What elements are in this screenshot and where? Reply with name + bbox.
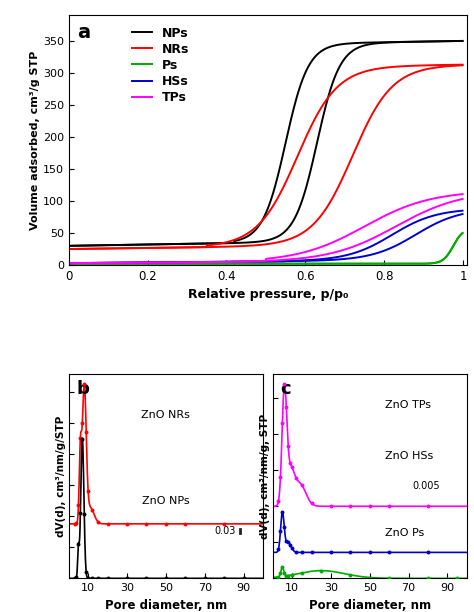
Point	[284, 537, 292, 547]
Point	[366, 501, 374, 511]
Point	[220, 573, 228, 583]
Point	[201, 573, 209, 583]
Point	[79, 434, 86, 444]
Point	[284, 441, 292, 451]
Point	[162, 519, 170, 529]
Point	[327, 548, 335, 558]
Y-axis label: dV(d), cm³/nm/g, STP: dV(d), cm³/nm/g, STP	[260, 414, 270, 539]
Point	[346, 570, 354, 580]
Point	[298, 480, 306, 490]
Point	[143, 519, 150, 529]
Point	[81, 509, 88, 519]
Point	[281, 568, 288, 578]
Point	[143, 573, 150, 583]
Point	[288, 570, 296, 580]
Point	[283, 571, 290, 581]
Point	[281, 379, 288, 389]
Point	[292, 473, 300, 483]
Point	[240, 573, 247, 583]
Point	[385, 501, 393, 511]
Point	[104, 573, 111, 583]
Point	[84, 486, 92, 496]
Legend: NPs, NRs, Ps, HSs, TPs: NPs, NRs, Ps, HSs, TPs	[127, 21, 194, 109]
Point	[284, 570, 292, 580]
Point	[220, 519, 228, 529]
Text: 0.005: 0.005	[412, 481, 440, 491]
Text: ZnO NPs: ZnO NPs	[142, 496, 190, 506]
Y-axis label: Volume adsorbed, cm³/g STP: Volume adsorbed, cm³/g STP	[30, 50, 40, 230]
Point	[385, 573, 393, 583]
Point	[94, 517, 101, 526]
Point	[123, 573, 131, 583]
Point	[308, 548, 315, 558]
Point	[277, 569, 284, 578]
Text: 0.03: 0.03	[214, 526, 236, 536]
Point	[77, 508, 84, 518]
Point	[79, 418, 86, 428]
Point	[288, 463, 296, 472]
Point	[279, 507, 286, 517]
Point	[275, 572, 283, 581]
Point	[288, 543, 296, 553]
Point	[454, 573, 461, 583]
Point	[275, 544, 283, 554]
Point	[277, 526, 284, 536]
Text: ZnO Ps: ZnO Ps	[385, 528, 425, 539]
Point	[279, 419, 286, 428]
Point	[283, 536, 290, 546]
Point	[424, 573, 432, 583]
Point	[275, 496, 283, 506]
Point	[385, 548, 393, 558]
Point	[73, 518, 80, 528]
Point	[162, 573, 170, 583]
Point	[308, 498, 315, 508]
Point	[71, 573, 78, 583]
Point	[88, 573, 96, 583]
Point	[82, 567, 90, 577]
Point	[279, 562, 286, 572]
Point	[77, 433, 84, 442]
Point	[346, 548, 354, 558]
Point	[286, 458, 294, 468]
Point	[292, 547, 300, 557]
Point	[82, 427, 90, 437]
Point	[88, 505, 96, 515]
Point	[424, 501, 432, 511]
Point	[327, 501, 335, 511]
Text: c: c	[281, 380, 291, 398]
Text: a: a	[77, 23, 90, 42]
Point	[73, 572, 80, 582]
Point	[94, 573, 101, 583]
Point	[182, 573, 189, 583]
Y-axis label: dV(d), cm³/nm/g/STP: dV(d), cm³/nm/g/STP	[56, 416, 66, 537]
Point	[283, 401, 290, 411]
Point	[424, 548, 432, 558]
X-axis label: Pore diameter, nm: Pore diameter, nm	[309, 599, 431, 612]
X-axis label: Pore diameter, nm: Pore diameter, nm	[105, 599, 227, 612]
Point	[346, 501, 354, 511]
X-axis label: Relative pressure, p/p₀: Relative pressure, p/p₀	[188, 288, 348, 302]
Point	[318, 565, 325, 575]
Text: b: b	[76, 380, 90, 398]
Point	[298, 548, 306, 558]
Text: ZnO HSs: ZnO HSs	[385, 451, 434, 461]
Point	[81, 379, 88, 389]
Point	[286, 540, 294, 550]
Point	[182, 519, 189, 529]
Point	[71, 519, 78, 529]
Point	[366, 548, 374, 558]
Point	[74, 539, 82, 549]
Point	[123, 519, 131, 529]
Point	[74, 500, 82, 510]
Text: ZnO TPs: ZnO TPs	[385, 400, 431, 409]
Text: ZnO NRs: ZnO NRs	[141, 410, 190, 420]
Point	[104, 519, 111, 529]
Point	[298, 568, 306, 578]
Point	[84, 573, 92, 583]
Point	[281, 523, 288, 532]
Point	[277, 472, 284, 482]
